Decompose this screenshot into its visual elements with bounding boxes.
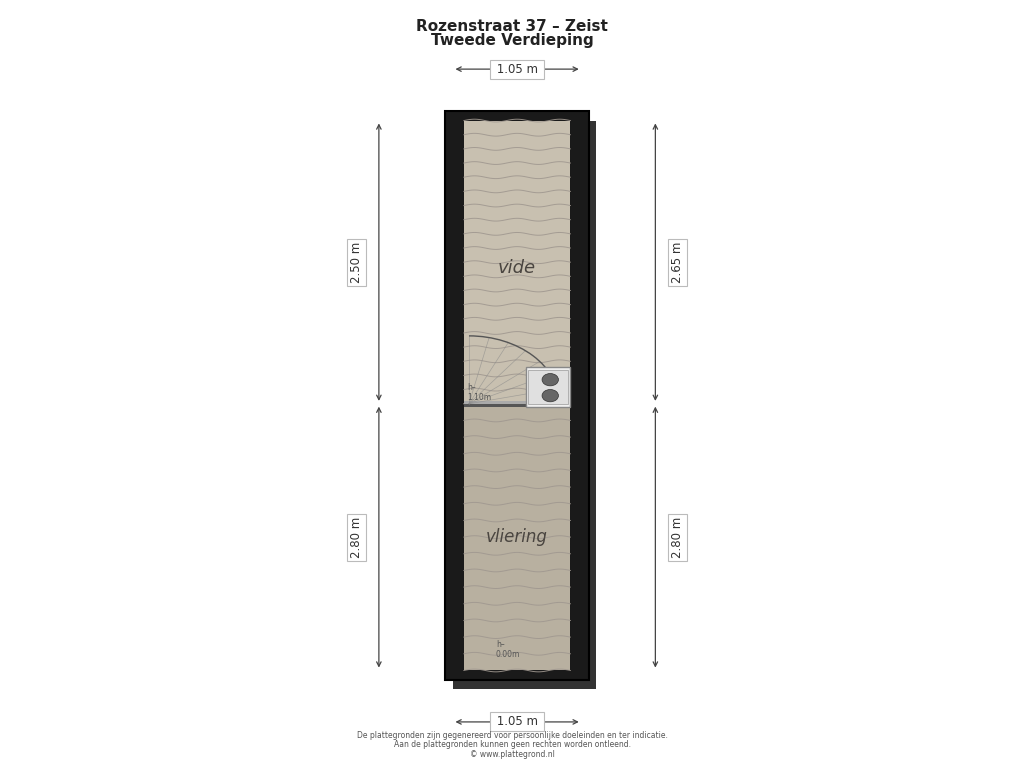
Text: 2.50 m: 2.50 m (350, 242, 362, 283)
Bar (464, 121, 570, 404)
Bar (464, 401, 570, 407)
Bar (525, 367, 570, 407)
Text: De plattegronden zijn gegenereerd voor persoonlijke doeleinden en ter indicatie.: De plattegronden zijn gegenereerd voor p… (356, 731, 668, 740)
Text: h–
0.00m: h– 0.00m (496, 640, 520, 659)
Text: vide: vide (498, 259, 537, 276)
Text: Aan de plattegronden kunnen geen rechten worden ontleend.: Aan de plattegronden kunnen geen rechten… (393, 740, 631, 750)
Bar (445, 111, 589, 680)
Text: Rozenstraat 37 – Zeist: Rozenstraat 37 – Zeist (416, 19, 608, 35)
Text: 2.80 m: 2.80 m (350, 517, 362, 558)
Text: h–
1.10m: h– 1.10m (467, 382, 492, 402)
Text: © www.plattegrond.nl: © www.plattegrond.nl (470, 750, 554, 759)
Text: 1.05 m: 1.05 m (493, 63, 542, 75)
Text: 2.65 m: 2.65 m (672, 241, 684, 283)
Text: Tweede Verdieping: Tweede Verdieping (431, 33, 593, 48)
Circle shape (542, 389, 558, 402)
Bar (527, 370, 568, 404)
Circle shape (542, 373, 558, 386)
Text: 1.05 m: 1.05 m (493, 716, 542, 728)
Text: 2.80 m: 2.80 m (672, 517, 684, 558)
Bar (464, 401, 570, 404)
Text: vliering: vliering (486, 528, 548, 546)
Bar (464, 404, 570, 670)
Bar (453, 121, 596, 689)
